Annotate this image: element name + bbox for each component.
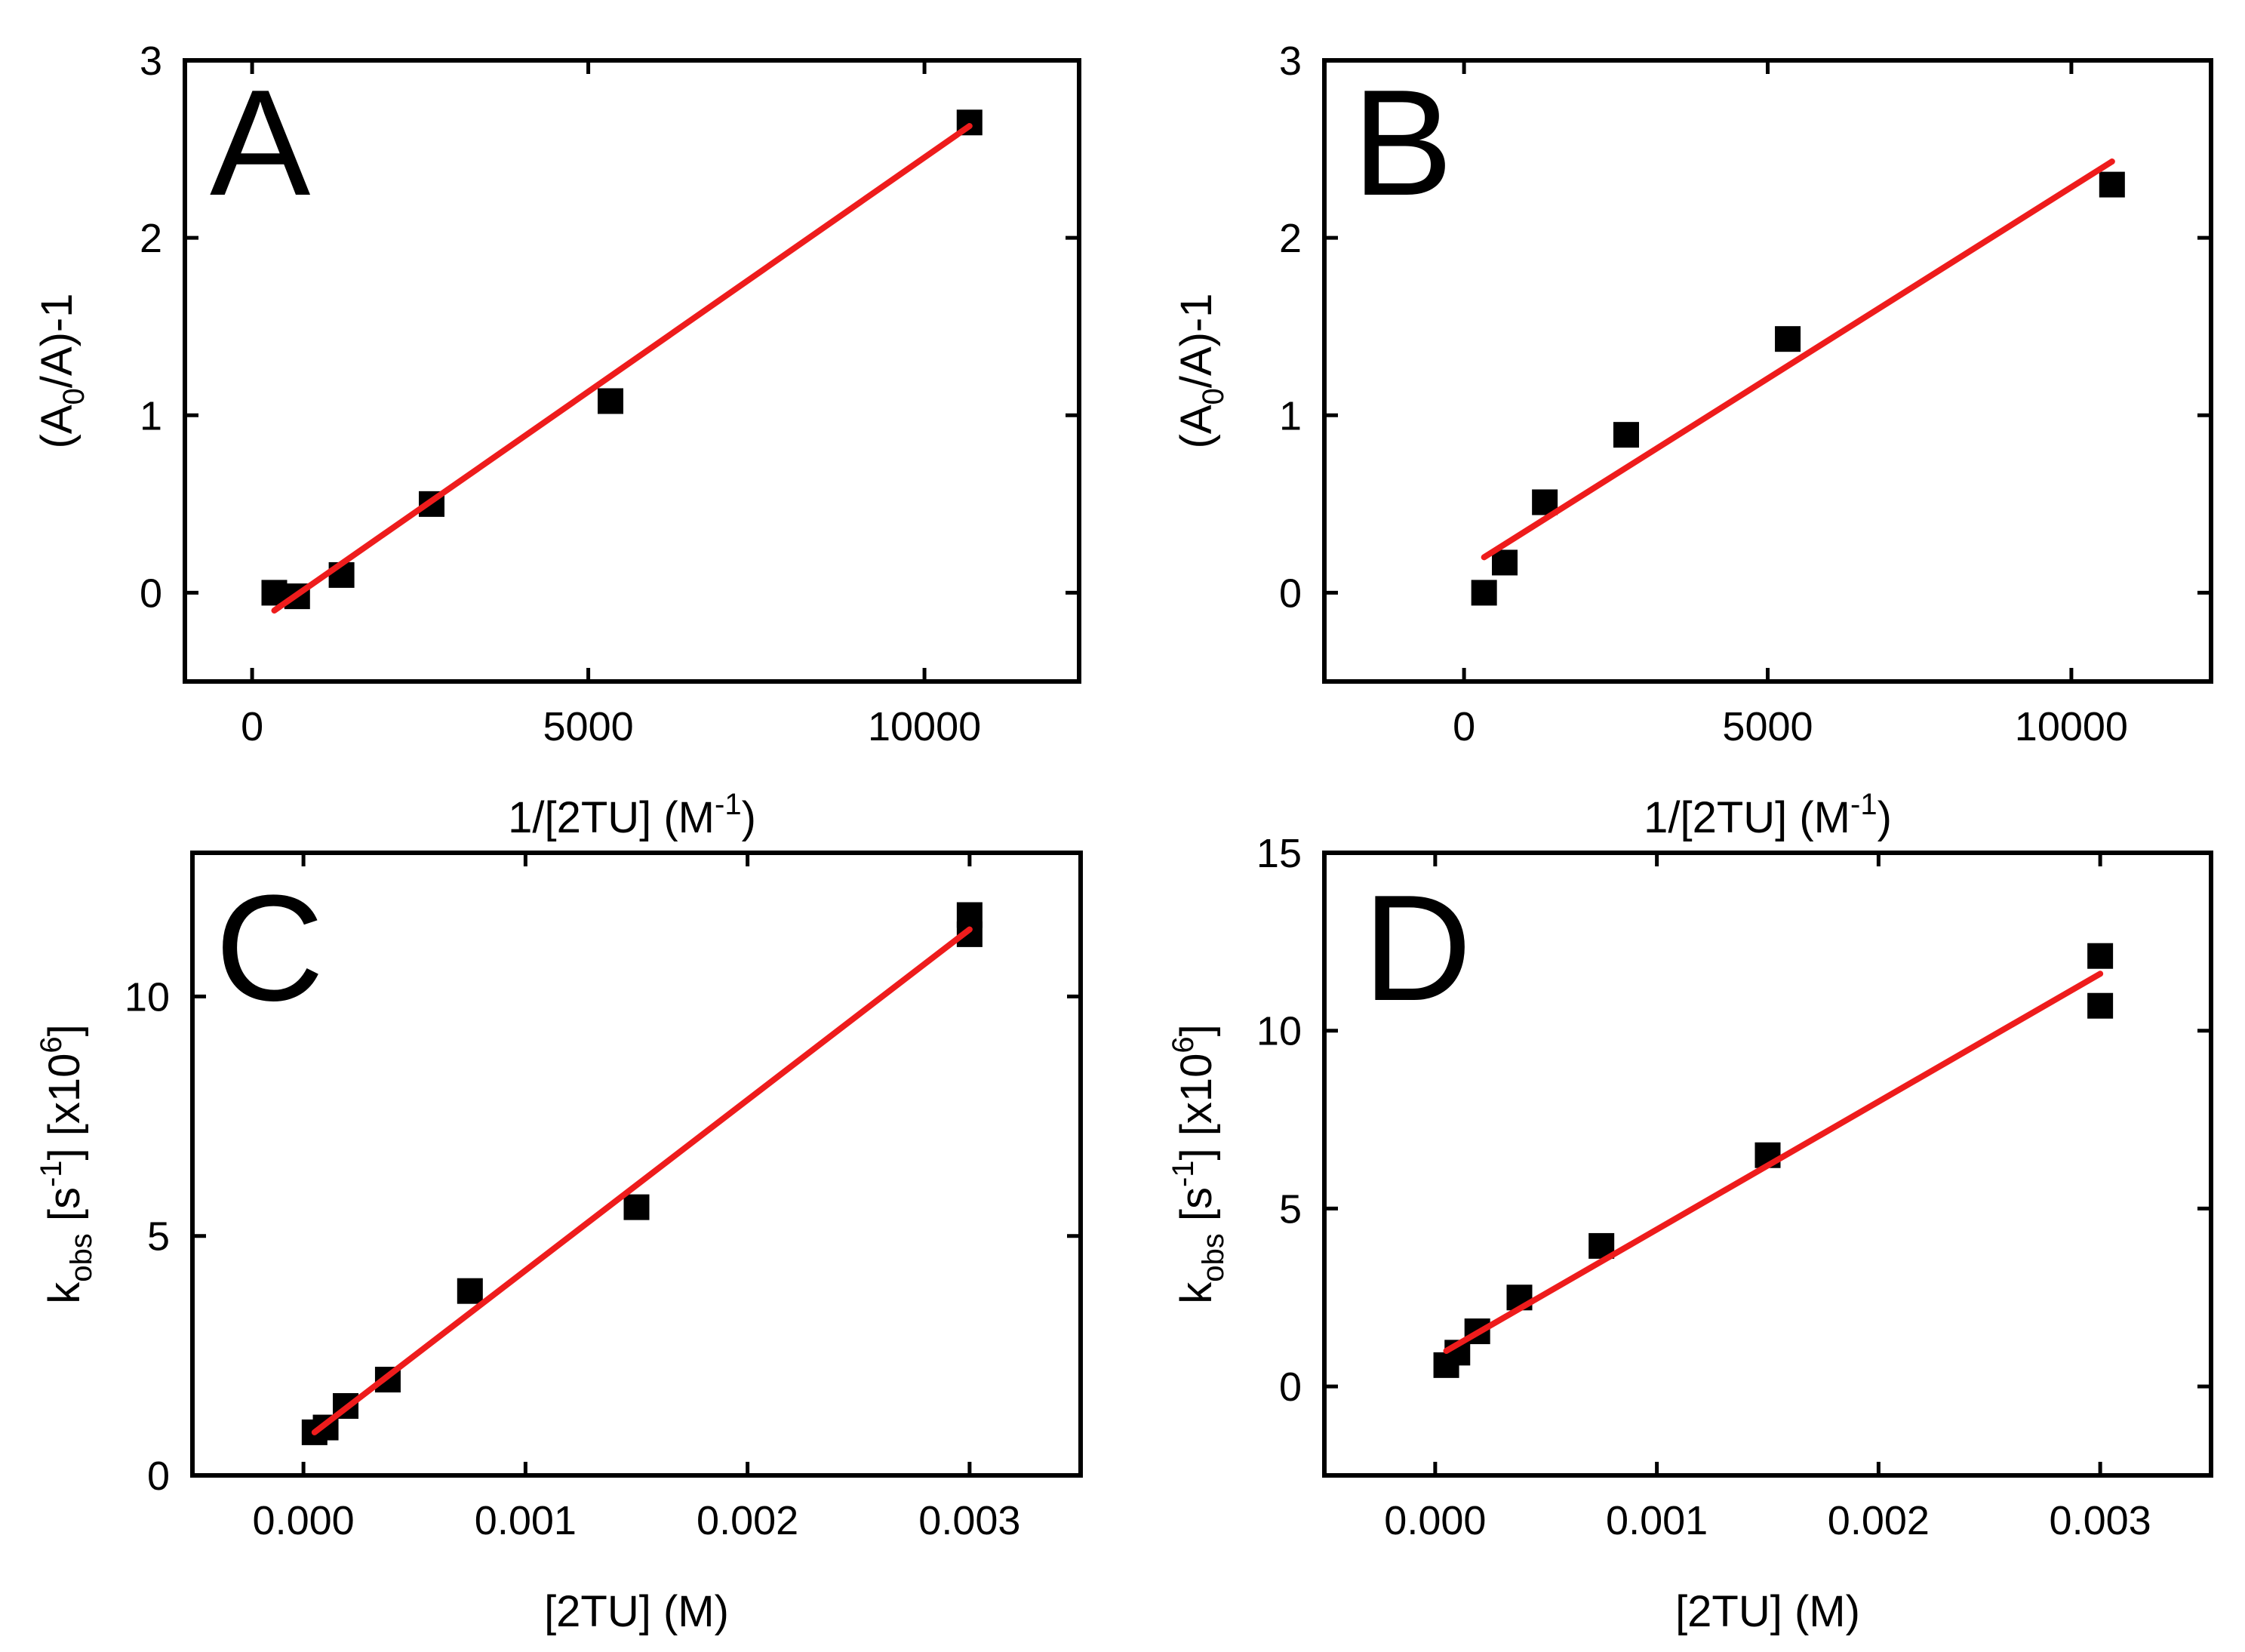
y-tick-label: 3 [140,38,162,84]
data-point [1471,580,1497,606]
y-axis-title-text: (A [1172,405,1221,448]
fit-line [1481,158,2115,561]
y-tick-label: 3 [1279,38,1302,84]
x-axis-title: [2TU] (M) [544,1587,729,1636]
fit-line [271,123,973,614]
y-tick-label: 0 [140,571,162,616]
x-tick-label: 0.003 [918,1498,1020,1543]
x-tick-label: 0.002 [697,1498,798,1543]
x-tick-label: 0.000 [253,1498,355,1543]
x-axis-title-end: ) [742,793,756,842]
fit-line [311,926,973,1435]
x-tick-label: 10000 [868,704,981,749]
x-tick-label: 0 [1453,704,1475,749]
y-axis-title-close: ] [1172,1024,1221,1036]
y-axis-title-text: (A [32,405,81,448]
panel-letter: D [1363,864,1472,1032]
x-tick-label: 0.001 [1606,1498,1708,1543]
y-tick-label: 1 [1279,393,1302,438]
data-point [2099,171,2125,198]
x-axis-title-sup: -1 [715,788,742,821]
x-axis-title: 1/[2TU] (M-1) [508,788,756,842]
y-tick-label: 1 [140,393,162,438]
y-axis-title-sup2: 6 [35,1036,68,1053]
y-axis-title-text: k [40,1281,89,1304]
y-axis-title-mid: [s [1172,1187,1221,1233]
data-point [597,388,623,414]
x-axis-title-text: 1/[2TU] (M [1644,793,1850,842]
x-axis-title-text: [2TU] (M) [1675,1587,1860,1636]
panel-letter: C [215,864,324,1032]
panel-letter: B [1352,59,1453,227]
data-point [956,902,983,928]
y-axis-title-sub: 0 [57,388,91,405]
y-axis-title-sub: obs [1197,1233,1230,1282]
x-tick-label: 10000 [2015,704,2128,749]
y-tick-label: 5 [147,1214,170,1260]
y-axis-title-end: ] [x10 [1172,1054,1221,1161]
y-axis-title: (A0/A)-1 [1172,294,1230,449]
panel-d: 0.000 0.001 0.002 0.003 0 5 10 15 D [2TU] (M) kobs… [1167,831,2213,1636]
data-point [2087,992,2114,1019]
x-axis-title-text: [2TU] (M) [544,1587,729,1636]
data-point [457,1278,483,1304]
x-axis-title-sup: -1 [1850,788,1877,821]
y-axis-title-mid: [s [40,1187,89,1233]
x-tick-label: 0.001 [475,1498,577,1543]
x-axis-title-end: ) [1877,793,1892,842]
data-point [1492,549,1518,576]
y-tick-label: 0 [147,1454,170,1499]
panel-letter: A [210,59,311,227]
y-axis-title-sup2: 6 [1167,1036,1200,1053]
y-axis-title: kobs [s-1] [x106] [1167,1024,1230,1304]
y-tick-label: 2 [140,216,162,261]
x-tick-label: 0.003 [2050,1498,2151,1543]
y-axis-title-text: k [1172,1281,1221,1304]
y-axis-title-end: /A)-1 [1172,294,1221,389]
fit-line [1443,971,2104,1354]
data-point [1775,326,1801,352]
data-point [2087,943,2114,969]
y-tick-label: 2 [1279,216,1302,261]
y-axis-title-end: ] [x10 [40,1054,89,1161]
y-tick-label: 0 [1279,571,1302,616]
y-axis-title-sup: -1 [35,1160,68,1187]
x-axis-title: 1/[2TU] (M-1) [1644,788,1892,842]
x-tick-label: 0.002 [1828,1498,1930,1543]
y-axis-title-sub: obs [65,1233,98,1282]
y-tick-label: 10 [1256,1009,1302,1054]
plot-frame [1322,58,2213,684]
y-tick-label: 5 [1279,1186,1302,1232]
x-tick-label: 5000 [543,704,634,749]
plot-frame [1322,851,2213,1478]
plot-frame [183,58,1081,684]
y-tick-label: 0 [1279,1364,1302,1410]
x-tick-label: 0.000 [1384,1498,1486,1543]
x-tick-label: 0 [241,704,263,749]
panel-c: 0.000 0.001 0.002 0.003 0 5 10 C [2TU] (M) kobs [… [35,851,1083,1636]
y-axis-title-sub: 0 [1197,388,1230,405]
data-point [623,1194,650,1220]
data-point [1613,422,1639,448]
y-tick-label: 15 [1256,831,1302,876]
y-axis-title: kobs [s-1] [x106] [35,1024,98,1304]
x-tick-label: 5000 [1722,704,1813,749]
y-axis-title-close: ] [40,1024,89,1036]
y-axis-title-sup: -1 [1167,1160,1200,1187]
y-axis-title: (A0/A)-1 [32,294,91,449]
x-axis-title: [2TU] (M) [1675,1587,1860,1636]
y-tick-label: 10 [125,974,170,1020]
plot-frame [190,851,1083,1478]
y-axis-title-end: /A)-1 [32,294,81,389]
x-axis-title-text: 1/[2TU] (M [508,793,715,842]
